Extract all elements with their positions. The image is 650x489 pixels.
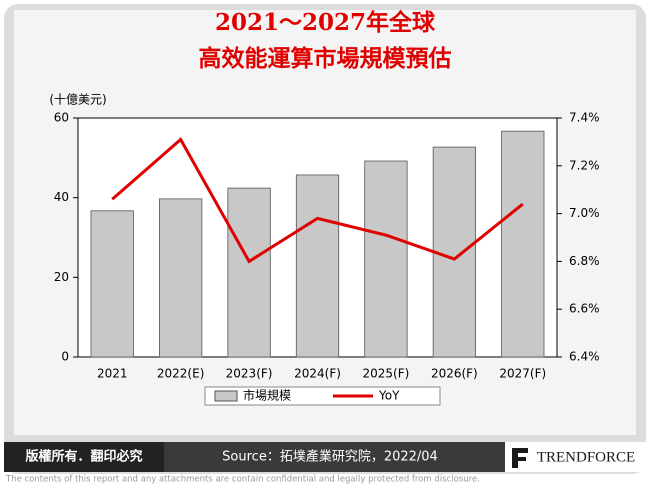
brand-logo [512,448,528,468]
y-tick-label: 60 [54,111,69,125]
x-tick-label: 2024(F) [294,367,341,381]
y2-tick-label: 6.6% [569,302,600,316]
brand-name: TRENDFORCE [537,449,635,465]
y2-tick-label: 6.4% [569,350,600,364]
y2-tick-label: 7.0% [569,206,600,220]
line [111,137,524,264]
footer-rights: 版權所有．翻印必究 [25,449,142,465]
chart-title: 高效能運算市場規模預估 [199,45,452,72]
bar [364,160,408,358]
y-tick-label: 0 [61,350,69,364]
x-tick-label: 2021 [97,367,128,381]
y2-tick-label: 7.4% [569,111,600,125]
x-tick-label: 2026(F) [431,367,478,381]
y-tick-label: 40 [54,190,69,204]
legend-label: 市場規模 [243,388,291,403]
y-tick-label: 20 [54,270,69,284]
chart-title: 2021～2027年全球 [215,9,436,36]
legend-label: YoY [378,389,400,403]
x-tick-label: 2023(F) [226,367,273,381]
bar [227,187,271,358]
y2-tick-label: 7.2% [569,158,600,172]
bar [501,130,545,358]
bar [432,146,476,358]
brand-box [505,442,646,472]
footer-rights-box [4,442,164,472]
footer-source: Source：拓墣產業研究院，2022/04 [222,449,438,465]
disclaimer: The contents of this report and any atta… [5,475,480,485]
y-axis-label: (十億美元) [49,93,106,107]
legend-box [204,386,441,406]
x-tick-label: 2022(E) [157,367,204,381]
bar [295,174,340,358]
bar [159,198,203,358]
bar [90,210,134,358]
y2-tick-label: 6.8% [569,254,600,268]
x-tick-label: 2025(F) [363,367,410,381]
x-tick-label: 2027(F) [499,367,546,381]
legend-swatch [214,390,238,402]
